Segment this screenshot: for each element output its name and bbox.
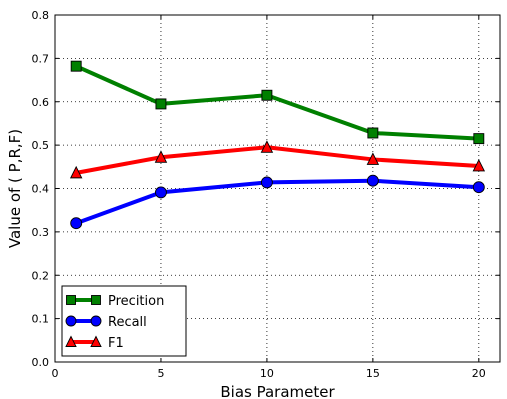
legend: Precition Recall F1: [61, 285, 187, 357]
y-tick-label: 0.5: [32, 139, 50, 152]
series-precition: [70, 60, 485, 145]
data-point: [90, 315, 102, 327]
data-point: [65, 315, 77, 327]
x-axis-label: Bias Parameter: [220, 383, 335, 399]
data-point: [366, 174, 379, 187]
data-point: [260, 140, 274, 153]
data-point: [473, 133, 485, 145]
series-line: [75, 178, 479, 226]
y-tick-label: 0.2: [32, 269, 50, 282]
data-point: [472, 181, 485, 194]
data-point: [472, 158, 486, 172]
y-axis-label: Value of ( P,R,F): [6, 129, 24, 248]
data-point: [66, 295, 76, 305]
series-line: [75, 145, 479, 175]
y-tick-label: 0.8: [32, 9, 50, 22]
data-point: [91, 295, 101, 305]
x-tick-label: 0: [52, 367, 59, 380]
y-tick-label: 0.3: [32, 226, 50, 239]
legend-item: F1: [65, 335, 124, 351]
data-point: [261, 89, 273, 101]
legend-label: Precition: [108, 294, 164, 309]
legend-item: Recall: [65, 315, 147, 330]
y-tick-label: 0.6: [32, 96, 50, 109]
data-point: [154, 150, 168, 163]
legend-label: Recall: [108, 315, 147, 330]
legend-label: F1: [108, 336, 124, 351]
y-tick-label: 0.7: [32, 52, 50, 65]
y-tick-label: 0.1: [32, 313, 50, 326]
x-tick-label: 10: [260, 367, 274, 380]
data-point: [155, 98, 167, 110]
series-line: [75, 64, 479, 141]
data-point: [260, 176, 273, 189]
data-point: [65, 335, 77, 347]
legend-item: Precition: [66, 294, 164, 309]
data-point: [366, 152, 380, 165]
data-point: [70, 217, 83, 230]
tick-layer: 0 5 10 15 20 0.0 0.1 0.2 0.3 0.4 0.5 0.6 0.7 0.8: [32, 9, 500, 380]
data-point: [367, 127, 379, 139]
data-point: [90, 335, 102, 347]
data-point: [155, 186, 167, 199]
data-point: [69, 165, 83, 179]
y-tick-label: 0.4: [32, 183, 50, 196]
series-f1: [69, 140, 486, 179]
series-layer: [69, 60, 486, 230]
x-tick-label: 20: [472, 367, 486, 380]
series-recall: [70, 174, 485, 230]
y-tick-label: 0.0: [32, 356, 50, 369]
data-point: [70, 60, 82, 72]
x-tick-label: 15: [366, 367, 380, 380]
x-tick-label: 5: [157, 367, 164, 380]
